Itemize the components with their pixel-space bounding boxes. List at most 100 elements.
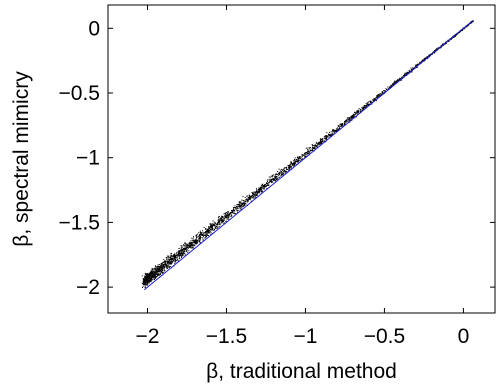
scatter-point xyxy=(258,191,260,193)
scatter-point xyxy=(376,95,378,97)
scatter-point xyxy=(333,129,335,131)
scatter-point xyxy=(178,251,180,253)
scatter-point xyxy=(311,145,313,147)
scatter-point xyxy=(200,237,202,239)
scatter-point xyxy=(426,58,428,60)
y-tick-label: −0.5 xyxy=(59,82,100,105)
scatter-point xyxy=(333,131,335,133)
scatter-point xyxy=(194,242,196,244)
scatter-point xyxy=(433,50,435,52)
scatter-point xyxy=(408,73,410,75)
scatter-point xyxy=(198,240,200,242)
scatter-point xyxy=(233,212,235,214)
scatter-point xyxy=(146,274,148,276)
scatter-point xyxy=(152,275,154,277)
scatter-point xyxy=(389,86,391,88)
scatter-point xyxy=(227,214,229,216)
scatter-point xyxy=(255,191,257,193)
scatter-point xyxy=(191,243,193,245)
scatter-point xyxy=(145,275,147,277)
scatter-point xyxy=(268,185,270,187)
scatter-point xyxy=(195,240,197,242)
scatter-point xyxy=(378,95,380,97)
scatter-point xyxy=(256,191,258,193)
axis-ticks: −2 −1.5 −1 −0.5 0 0 −0.5 −1 −1.5 −2 xyxy=(59,5,495,348)
scatter-point xyxy=(148,281,150,283)
scatter-point xyxy=(272,181,274,183)
scatter-point xyxy=(175,261,177,263)
scatter-point xyxy=(306,152,308,154)
scatter-point xyxy=(392,84,394,86)
scatter-point xyxy=(405,73,407,75)
scatter-point xyxy=(198,234,200,236)
scatter-point xyxy=(286,168,288,170)
scatter-point xyxy=(317,144,319,146)
scatter-point xyxy=(403,75,405,77)
scatter-point xyxy=(438,46,440,48)
scatter-point xyxy=(357,111,359,113)
scatter-point xyxy=(421,59,423,61)
scatter-point xyxy=(151,269,153,271)
scatter-point xyxy=(208,227,210,229)
scatter-point xyxy=(246,197,248,199)
scatter-point xyxy=(327,135,329,137)
scatter-point xyxy=(274,176,276,178)
scatter-point xyxy=(146,282,148,284)
scatter-point xyxy=(181,254,183,256)
scatter-point xyxy=(180,247,182,249)
scatter-point xyxy=(251,197,253,199)
scatter-point xyxy=(214,229,216,231)
scatter-point xyxy=(471,22,473,24)
scatter-point xyxy=(394,82,396,84)
scatter-point xyxy=(404,74,406,76)
scatter-point xyxy=(205,232,207,234)
scatter-point xyxy=(369,103,371,105)
scatter-point xyxy=(158,274,160,276)
scatter-point xyxy=(160,271,162,273)
scatter-point xyxy=(428,54,430,56)
scatter-point xyxy=(182,245,184,247)
scatter-point xyxy=(186,250,188,252)
scatter-point xyxy=(154,277,156,279)
scatter-point xyxy=(264,186,266,188)
scatter-point xyxy=(459,31,461,33)
scatter-point xyxy=(242,202,244,204)
scatter-point xyxy=(362,109,364,111)
scatter-point xyxy=(283,170,285,172)
scatter-point xyxy=(286,170,288,172)
scatter-point xyxy=(283,167,285,169)
scatter-point xyxy=(340,126,342,128)
scatter-point xyxy=(192,240,194,242)
scatter-point xyxy=(173,262,175,264)
scatter-point xyxy=(385,88,387,90)
scatter-point xyxy=(312,146,314,148)
scatter-point xyxy=(200,232,202,234)
scatter-point xyxy=(219,219,221,221)
scatter-point xyxy=(174,254,176,256)
scatter-point xyxy=(181,251,183,253)
scatter-point xyxy=(206,234,208,236)
scatter-point xyxy=(290,162,292,164)
scatter-point xyxy=(153,276,155,278)
scatter-point xyxy=(159,270,161,272)
scatter-point xyxy=(374,98,376,100)
scatter-point xyxy=(188,242,190,244)
scatter-point xyxy=(185,244,187,246)
scatter-point xyxy=(158,268,160,270)
scatter-point xyxy=(178,251,180,253)
scatter-point xyxy=(248,194,250,196)
scatter-point xyxy=(324,135,326,137)
scatter-point xyxy=(214,227,216,229)
scatter-point xyxy=(182,255,184,257)
scatter-point xyxy=(155,275,157,277)
scatter-point xyxy=(174,259,176,261)
scatter-point xyxy=(266,187,268,189)
scatter-point xyxy=(174,255,176,257)
scatter-point xyxy=(145,279,147,281)
scatter-point xyxy=(147,281,149,283)
scatter-point xyxy=(167,261,169,263)
scatter-point xyxy=(189,242,191,244)
scatter-point xyxy=(314,146,316,148)
scatter-point xyxy=(313,147,315,149)
scatter-point xyxy=(251,193,253,195)
